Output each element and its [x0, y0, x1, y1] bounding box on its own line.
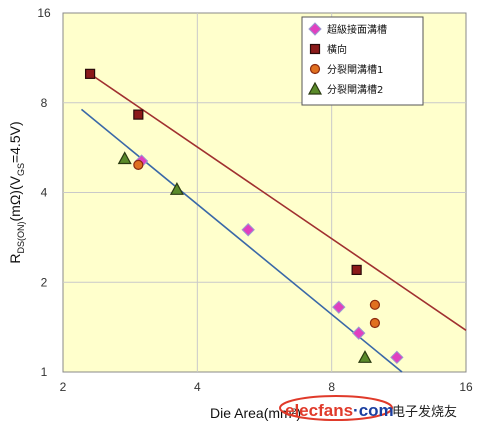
data-point [352, 326, 366, 340]
watermark-site: elecfans·com [285, 401, 394, 420]
legend-marker [309, 43, 321, 55]
y-tick-label: 8 [41, 96, 48, 110]
y-tick-label: 2 [41, 275, 48, 289]
data-point [133, 109, 144, 120]
legend-label: 分裂閘溝槽2 [327, 83, 383, 96]
y-axis-title: RDS(ON)(mΩ)(VGS=4.5V) [7, 121, 26, 263]
data-point [117, 151, 132, 165]
data-point [84, 68, 96, 79]
y-title-sub2: GS [16, 163, 26, 176]
x-tick-label: 16 [459, 380, 473, 394]
data-point [241, 223, 255, 237]
legend-label: 超級接面溝槽 [327, 23, 387, 36]
y-title-end: =4.5V) [7, 121, 23, 163]
y-title-sub1: DS(ON) [16, 221, 26, 253]
y-tick-label: 4 [41, 186, 48, 200]
watermark-dotcom: ·com [353, 401, 394, 420]
watermark-site-name: elecfans [285, 401, 353, 420]
data-point [357, 350, 372, 363]
legend-label: 分裂閘溝槽1 [327, 63, 383, 76]
y-title-base: R [7, 253, 23, 263]
x-tick-label: 2 [60, 380, 67, 394]
data-point [169, 182, 184, 195]
trendline [80, 108, 403, 373]
legend-marker [307, 81, 323, 95]
y-tick-label: 16 [37, 6, 51, 20]
legend-marker [309, 63, 321, 75]
legend-label: 橫向 [327, 43, 347, 56]
data-point [351, 264, 362, 276]
x-tick-label: 4 [194, 380, 201, 394]
watermark-swoosh [279, 395, 393, 421]
x-tick-label: 8 [328, 380, 335, 394]
trendlines [80, 73, 467, 373]
trendline [89, 73, 467, 331]
data-points [84, 68, 404, 365]
y-tick-label: 1 [41, 365, 48, 379]
data-point [390, 350, 404, 365]
legend-box [301, 16, 424, 106]
data-point [369, 299, 381, 310]
data-point [133, 159, 144, 171]
y-title-mid: (mΩ)(V [7, 175, 23, 221]
legend-marker [308, 22, 322, 36]
data-point [332, 300, 346, 314]
data-point [369, 317, 381, 329]
x-axis-title: Die Area(mm²) [210, 405, 301, 421]
watermark-cn: 电子发烧友 [392, 404, 457, 420]
watermark: elecfans·com 电子发烧友 [279, 395, 457, 421]
